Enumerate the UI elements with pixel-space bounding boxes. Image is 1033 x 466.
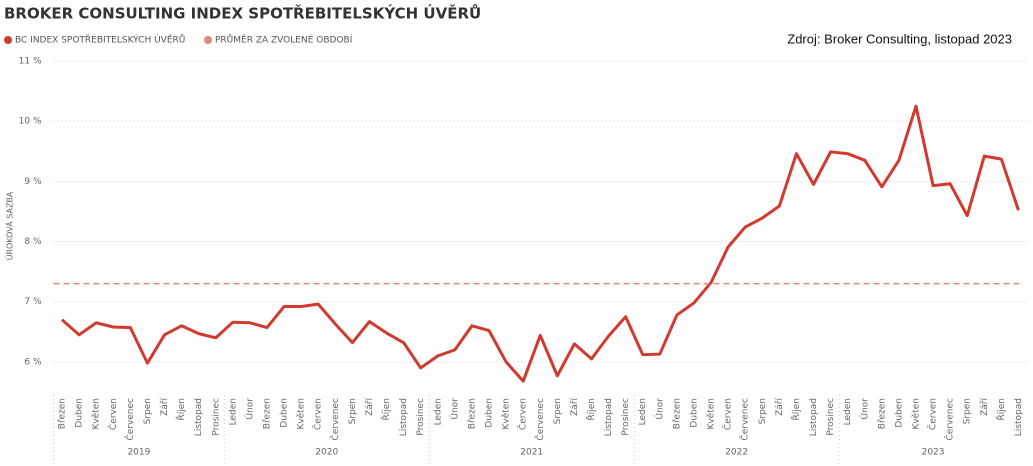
x-tick-label: Květen bbox=[911, 398, 921, 430]
x-tick-label: Říjen bbox=[586, 398, 597, 421]
x-tick-label: Říjen bbox=[996, 398, 1007, 421]
x-tick-label: Leden bbox=[433, 398, 443, 425]
x-tick-label: Listopad bbox=[809, 398, 819, 436]
x-group-label: 2020 bbox=[315, 448, 338, 458]
x-tick-label: Listopad bbox=[194, 398, 204, 436]
x-tick-label: Listopad bbox=[399, 398, 409, 436]
x-tick-label: Červenec bbox=[329, 398, 341, 441]
x-group-label: 2022 bbox=[725, 448, 748, 458]
x-tick-label: Srpen bbox=[143, 398, 153, 424]
legend-marker bbox=[4, 36, 12, 44]
x-group-label: 2021 bbox=[520, 448, 543, 458]
y-tick-label: 9 % bbox=[24, 177, 42, 187]
x-tick-label: Březen bbox=[467, 398, 477, 429]
data-line bbox=[61, 104, 1020, 383]
x-tick-label: Srpen bbox=[553, 398, 563, 424]
x-tick-label: Červen bbox=[722, 398, 734, 430]
x-tick-label: Květen bbox=[502, 398, 512, 430]
x-tick-label: Březen bbox=[672, 398, 682, 429]
y-axis-label: ÚROKOVÁ SAZBA bbox=[4, 191, 15, 260]
x-tick-label: Květen bbox=[297, 398, 307, 430]
x-tick-label: Leden bbox=[843, 398, 853, 425]
x-tick-label: Únor bbox=[653, 398, 665, 420]
x-tick-label: Říjen bbox=[791, 398, 802, 421]
x-tick-label: Listopad bbox=[604, 398, 614, 436]
y-tick-label: 8 % bbox=[24, 237, 42, 247]
x-tick-label: Září bbox=[775, 398, 785, 416]
x-tick-label: Březen bbox=[262, 398, 272, 429]
x-tick-label: Červen bbox=[312, 398, 324, 430]
x-tick-label: Říjen bbox=[176, 398, 187, 421]
x-tick-label: Březen bbox=[877, 398, 887, 429]
x-tick-label: Květen bbox=[707, 398, 717, 430]
legend-label: BC INDEX SPOTŘEBITELSKÝCH ÚVĚRŮ bbox=[15, 34, 185, 46]
x-tick-label: Květen bbox=[92, 398, 102, 430]
x-tick-label: Únor bbox=[448, 398, 460, 420]
x-tick-label: Červenec bbox=[739, 398, 751, 441]
x-tick-label: Prosinec bbox=[826, 398, 836, 436]
x-tick-label: Prosinec bbox=[211, 398, 221, 436]
x-tick-label: Leden bbox=[638, 398, 648, 425]
x-tick-label: Srpen bbox=[348, 398, 358, 424]
source-note: Zdroj: Broker Consulting, listopad 2023 bbox=[787, 31, 1012, 46]
x-tick-label: Srpen bbox=[758, 398, 768, 424]
legend-marker bbox=[204, 36, 212, 44]
x-tick-label: Říjen bbox=[381, 398, 392, 421]
x-tick-label: Únor bbox=[243, 398, 255, 420]
x-tick-label: Červen bbox=[107, 398, 119, 430]
x-tick-label: Prosinec bbox=[416, 398, 426, 436]
x-tick-label: Červen bbox=[517, 398, 529, 430]
x-tick-label: Září bbox=[980, 398, 990, 416]
y-tick-label: 6 % bbox=[24, 357, 42, 367]
legend-label: PRŮMĚR ZA ZVOLENÉ OBDOBÍ bbox=[215, 34, 353, 46]
x-tick-label: Září bbox=[160, 398, 170, 416]
x-tick-label: Duben bbox=[280, 398, 290, 428]
x-tick-label: Červenec bbox=[944, 398, 956, 441]
x-tick-label: Srpen bbox=[963, 398, 973, 424]
x-tick-label: Červenec bbox=[534, 398, 546, 441]
y-tick-label: 7 % bbox=[24, 297, 42, 307]
x-tick-label: Červen bbox=[927, 398, 939, 430]
x-tick-label: Září bbox=[365, 398, 375, 416]
x-tick-label: Leden bbox=[228, 398, 238, 425]
chart-title: BROKER CONSULTING INDEX SPOTŘEBITELSKÝCH… bbox=[4, 3, 481, 23]
x-tick-label: Březen bbox=[58, 398, 68, 429]
x-tick-label: Listopad bbox=[1014, 398, 1024, 436]
x-tick-label: Duben bbox=[894, 398, 904, 428]
x-tick-label: Červenec bbox=[124, 398, 136, 441]
x-tick-label: Duben bbox=[485, 398, 495, 428]
y-tick-label: 10 % bbox=[19, 117, 42, 127]
x-tick-label: Prosinec bbox=[621, 398, 631, 436]
x-tick-label: Duben bbox=[75, 398, 85, 428]
x-tick-label: Únor bbox=[858, 398, 870, 420]
x-tick-label: Duben bbox=[689, 398, 699, 428]
y-tick-label: 11 % bbox=[19, 57, 42, 67]
x-group-label: 2019 bbox=[127, 448, 150, 458]
x-group-label: 2023 bbox=[922, 448, 945, 458]
x-tick-label: Září bbox=[570, 398, 580, 416]
